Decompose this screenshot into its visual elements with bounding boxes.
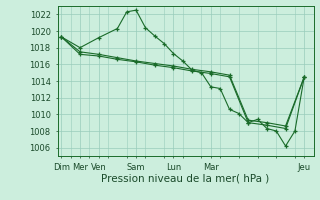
X-axis label: Pression niveau de la mer( hPa ): Pression niveau de la mer( hPa ) <box>101 173 270 183</box>
